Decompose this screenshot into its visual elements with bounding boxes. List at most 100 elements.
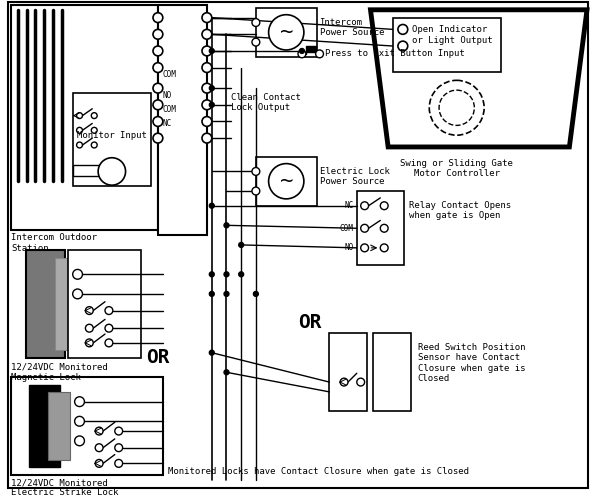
- Circle shape: [380, 202, 388, 209]
- Circle shape: [115, 444, 123, 452]
- Circle shape: [95, 444, 103, 452]
- Circle shape: [398, 41, 408, 51]
- Text: 12/24VDC Monitored
Electric Strike Lock: 12/24VDC Monitored Electric Strike Lock: [11, 478, 119, 498]
- Circle shape: [77, 142, 82, 148]
- Text: Intercom Outdoor
Station: Intercom Outdoor Station: [11, 233, 97, 252]
- Text: Swing or Sliding Gate
Motor Controller: Swing or Sliding Gate Motor Controller: [401, 158, 513, 178]
- Circle shape: [340, 378, 348, 386]
- Bar: [306, 46, 316, 52]
- Bar: [374, 333, 411, 411]
- Circle shape: [153, 133, 163, 143]
- Circle shape: [316, 50, 324, 58]
- Circle shape: [153, 30, 163, 39]
- Circle shape: [153, 46, 163, 56]
- Circle shape: [202, 116, 212, 126]
- Text: 12/24VDC Monitored
Magnetic Lock: 12/24VDC Monitored Magnetic Lock: [11, 362, 108, 382]
- Circle shape: [91, 128, 97, 133]
- Text: COM: COM: [163, 105, 176, 114]
- Circle shape: [202, 30, 212, 39]
- Circle shape: [91, 112, 97, 118]
- Text: COM: COM: [163, 70, 176, 79]
- Circle shape: [224, 223, 229, 228]
- Circle shape: [95, 427, 103, 435]
- Circle shape: [439, 90, 474, 126]
- Circle shape: [361, 224, 368, 232]
- Circle shape: [105, 339, 113, 347]
- Text: COM: COM: [340, 224, 354, 233]
- Circle shape: [77, 112, 82, 118]
- Circle shape: [91, 142, 97, 148]
- Circle shape: [209, 48, 214, 54]
- Text: Electric Lock
Power Source: Electric Lock Power Source: [319, 166, 389, 186]
- Bar: [73, 93, 151, 186]
- Circle shape: [105, 306, 113, 314]
- Circle shape: [209, 272, 214, 277]
- Circle shape: [224, 292, 229, 296]
- Text: NC: NC: [163, 119, 172, 128]
- Circle shape: [202, 46, 212, 56]
- Circle shape: [115, 427, 123, 435]
- Circle shape: [115, 460, 123, 468]
- Circle shape: [252, 38, 260, 46]
- Bar: [330, 333, 367, 411]
- Circle shape: [380, 224, 388, 232]
- Circle shape: [98, 158, 126, 185]
- Circle shape: [361, 202, 368, 209]
- Circle shape: [85, 339, 93, 347]
- Circle shape: [269, 14, 304, 50]
- Text: ~: ~: [280, 22, 293, 42]
- Circle shape: [209, 86, 214, 90]
- Text: ~: ~: [280, 171, 293, 191]
- Circle shape: [153, 116, 163, 126]
- Circle shape: [209, 204, 214, 208]
- Circle shape: [239, 272, 244, 277]
- Circle shape: [380, 244, 388, 252]
- Bar: [48, 392, 70, 460]
- Circle shape: [202, 12, 212, 22]
- Circle shape: [252, 187, 260, 195]
- Circle shape: [398, 24, 408, 34]
- Bar: [393, 18, 501, 72]
- Bar: [256, 156, 316, 206]
- Circle shape: [429, 80, 484, 135]
- Circle shape: [74, 436, 85, 446]
- Circle shape: [224, 370, 229, 374]
- Text: Monitor Input: Monitor Input: [77, 130, 147, 140]
- Circle shape: [239, 242, 244, 248]
- Text: Relay Contact Opens
when gate is Open: Relay Contact Opens when gate is Open: [409, 201, 511, 220]
- Circle shape: [209, 292, 214, 296]
- Circle shape: [153, 84, 163, 93]
- Circle shape: [209, 102, 214, 108]
- Text: OR: OR: [298, 314, 321, 332]
- Text: OR: OR: [146, 348, 170, 367]
- Bar: [26, 250, 65, 358]
- Circle shape: [202, 62, 212, 72]
- Circle shape: [202, 84, 212, 93]
- Circle shape: [269, 164, 304, 199]
- Bar: [357, 191, 404, 264]
- Text: Intercom
Power Source: Intercom Power Source: [319, 18, 384, 37]
- Circle shape: [77, 128, 82, 133]
- Text: NO: NO: [163, 90, 172, 100]
- Bar: [29, 385, 60, 468]
- Circle shape: [74, 397, 85, 406]
- Circle shape: [298, 50, 306, 58]
- Circle shape: [299, 48, 305, 54]
- Circle shape: [252, 18, 260, 26]
- Circle shape: [253, 292, 258, 296]
- Bar: [158, 5, 207, 235]
- Circle shape: [105, 324, 113, 332]
- Text: NO: NO: [344, 244, 354, 252]
- Circle shape: [73, 289, 82, 299]
- Bar: [73, 164, 100, 176]
- Circle shape: [73, 270, 82, 279]
- Circle shape: [252, 168, 260, 175]
- Circle shape: [361, 244, 368, 252]
- Circle shape: [224, 272, 229, 277]
- Circle shape: [85, 324, 93, 332]
- Bar: [11, 5, 158, 230]
- Text: Clean Contact
Lock Output: Clean Contact Lock Output: [231, 93, 301, 112]
- Circle shape: [357, 378, 365, 386]
- Circle shape: [74, 416, 85, 426]
- Text: Open Indicator
or Light Output: Open Indicator or Light Output: [412, 26, 492, 45]
